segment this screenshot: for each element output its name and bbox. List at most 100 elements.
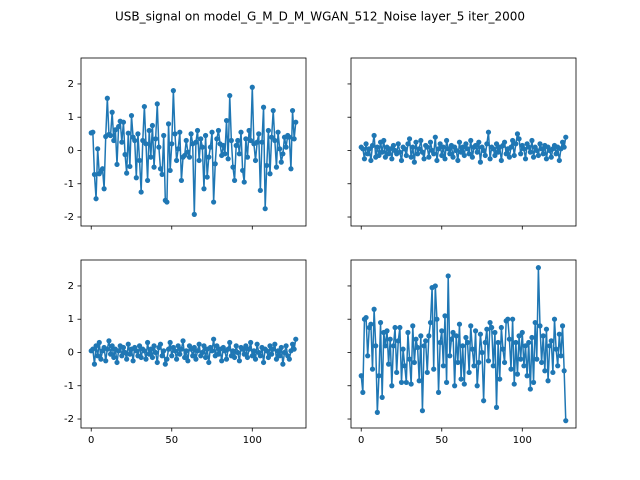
point: [389, 156, 395, 162]
point: [283, 144, 289, 150]
point: [277, 146, 283, 152]
point: [481, 147, 487, 154]
point: [286, 356, 292, 362]
point: [434, 316, 440, 322]
point: [485, 358, 492, 364]
point: [182, 152, 188, 159]
point: [453, 147, 459, 154]
point: [211, 336, 217, 342]
point: [278, 344, 284, 351]
point: [468, 137, 474, 144]
point: [413, 139, 419, 145]
x-tick-label: 0: [358, 435, 364, 446]
point: [235, 137, 241, 144]
point: [495, 149, 501, 155]
point: [474, 149, 480, 155]
point: [119, 139, 125, 145]
point: [148, 346, 154, 352]
point: [149, 354, 156, 361]
point: [510, 316, 516, 322]
point: [548, 338, 554, 344]
point: [182, 354, 188, 361]
point: [514, 371, 521, 377]
point: [527, 386, 533, 392]
point: [161, 132, 167, 139]
point: [497, 376, 503, 382]
point: [521, 363, 527, 369]
point: [228, 137, 234, 144]
point: [374, 144, 380, 150]
point: [501, 359, 508, 366]
point: [93, 196, 99, 202]
point: [506, 336, 513, 342]
point: [114, 359, 120, 366]
point: [280, 151, 286, 157]
point: [111, 137, 117, 144]
point: [419, 149, 426, 155]
point: [403, 152, 409, 159]
point: [257, 187, 263, 194]
point: [435, 146, 442, 152]
point: [120, 119, 127, 125]
point: [376, 152, 382, 159]
point: [269, 134, 275, 140]
y-tick-label: 1: [68, 314, 74, 325]
axes-frame: [350, 259, 577, 429]
point: [518, 151, 524, 157]
point: [387, 336, 393, 342]
point: [513, 339, 519, 346]
point: [143, 141, 149, 147]
point: [361, 156, 368, 162]
point: [265, 354, 271, 361]
point: [202, 354, 209, 361]
point: [376, 373, 382, 379]
point: [492, 329, 498, 336]
point: [427, 319, 434, 326]
point: [526, 339, 532, 346]
point: [498, 324, 504, 331]
point: [506, 154, 513, 160]
point: [368, 321, 374, 327]
point: [482, 339, 488, 346]
point: [450, 329, 456, 336]
point: [212, 161, 218, 167]
point: [366, 146, 372, 152]
point: [435, 389, 442, 396]
point: [558, 353, 564, 359]
point: [437, 339, 443, 346]
point: [426, 154, 432, 160]
y-tick-label: -1: [64, 179, 74, 190]
point: [439, 328, 445, 334]
point: [173, 157, 180, 164]
point: [136, 343, 143, 349]
point: [559, 323, 566, 329]
point: [178, 177, 185, 184]
point: [103, 358, 109, 364]
point: [243, 136, 249, 142]
point: [227, 339, 233, 346]
point: [447, 151, 453, 157]
point: [500, 346, 506, 352]
point: [124, 170, 130, 176]
point: [365, 151, 371, 157]
point: [443, 379, 450, 386]
point: [394, 369, 400, 376]
point: [225, 346, 231, 352]
point: [277, 353, 283, 359]
point: [539, 359, 545, 366]
point: [207, 144, 214, 150]
point: [411, 159, 417, 165]
point: [240, 167, 246, 174]
point: [461, 381, 467, 387]
point: [551, 316, 558, 322]
point: [542, 368, 548, 374]
point: [109, 109, 115, 115]
point: [99, 166, 106, 172]
point: [437, 141, 443, 147]
point: [170, 88, 176, 94]
point: [387, 146, 393, 152]
point: [472, 328, 479, 334]
point: [529, 334, 535, 341]
point: [479, 349, 485, 356]
